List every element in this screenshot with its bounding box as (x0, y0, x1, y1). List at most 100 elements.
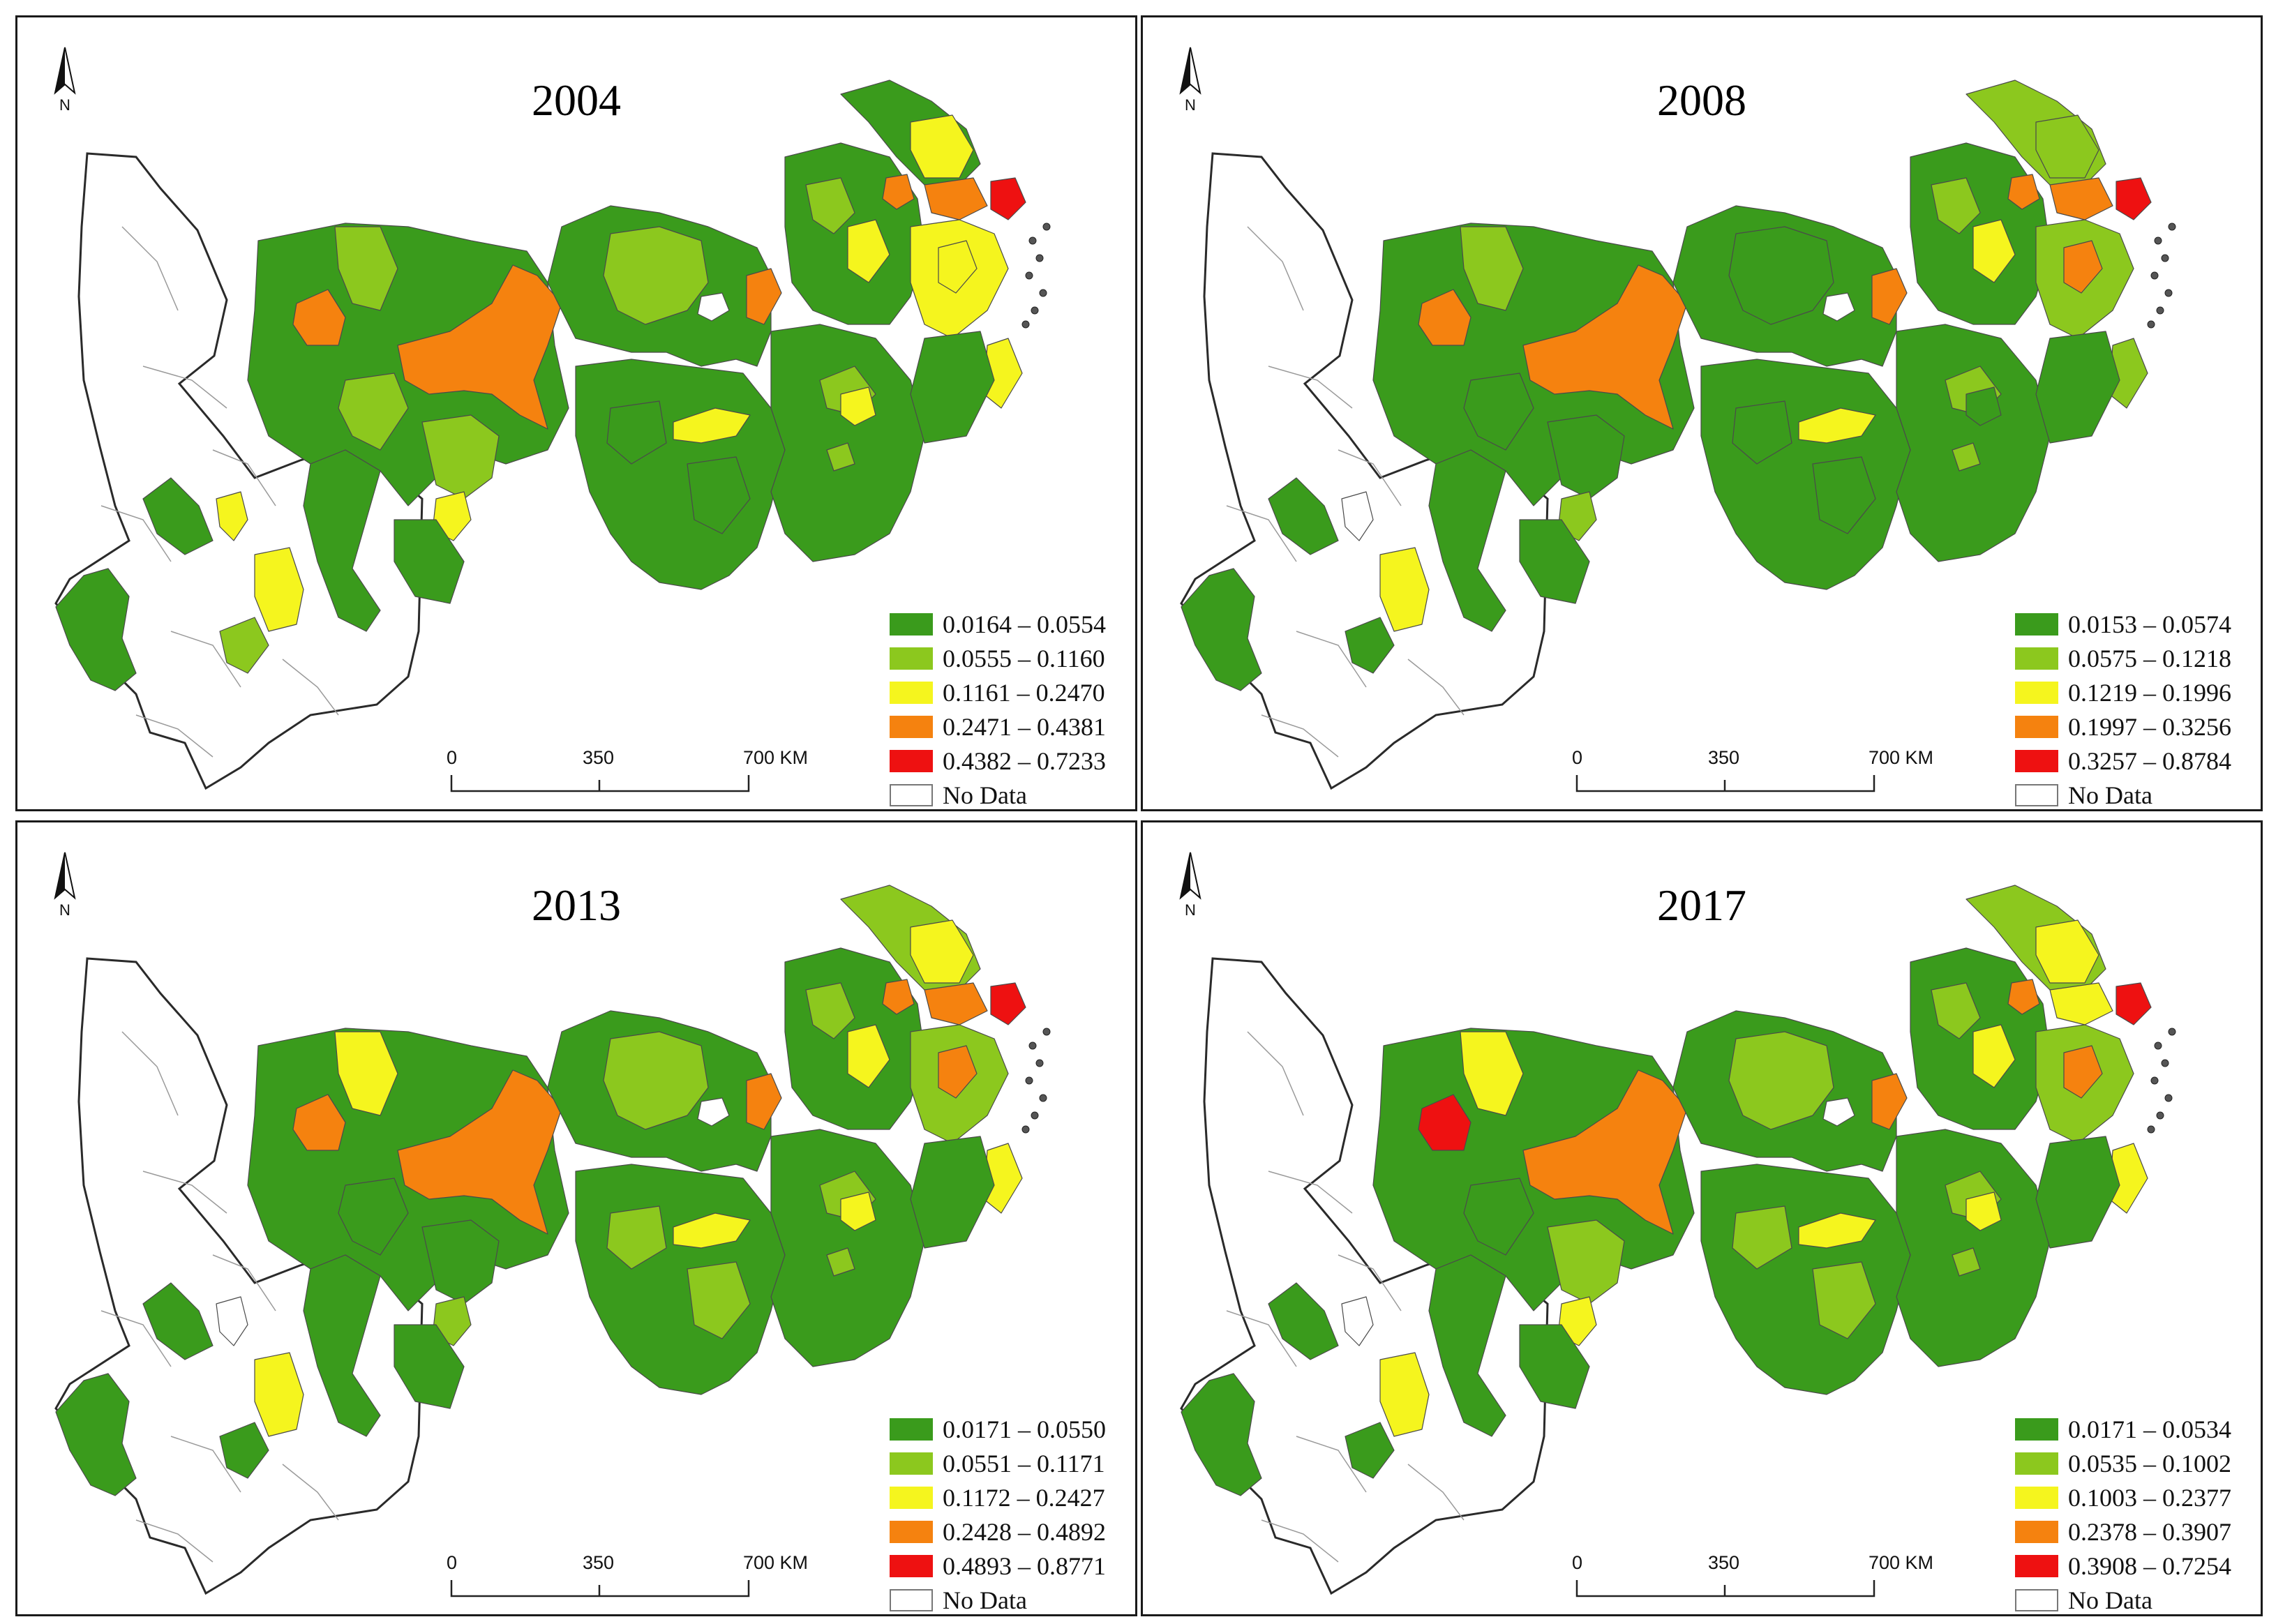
legend-item: No Data (2015, 778, 2231, 809)
island (2161, 1059, 2169, 1067)
map-region (606, 400, 667, 465)
legend-label: 0.0153 – 0.0574 (2068, 610, 2231, 638)
province-boundary (282, 1464, 339, 1521)
scale-tick-label: 700 KM (1869, 1552, 1934, 1573)
map-region (2035, 331, 2120, 444)
island (2147, 320, 2155, 329)
map-region (1952, 442, 1981, 472)
map-region (606, 1205, 667, 1270)
north-arrow-icon: N (1169, 849, 1211, 919)
map-region (1732, 400, 1792, 465)
map-region (2049, 982, 2113, 1025)
legend-label: No Data (2068, 781, 2152, 809)
map-region (421, 1219, 500, 1305)
legend-swatch (890, 749, 933, 772)
legend-swatch (2015, 1486, 2058, 1509)
scale-bar: 0 350 700 KM (447, 747, 808, 803)
province-boundary (1226, 1310, 1297, 1367)
legend-swatch (2015, 647, 2058, 670)
choropleth-map (1180, 885, 2176, 1595)
province-boundary (282, 659, 339, 716)
scale-tick-label: 0 (447, 1552, 458, 1573)
legend-item: 0.4893 – 0.8771 (890, 1549, 1106, 1583)
island (1025, 271, 1033, 280)
legend-swatch (2015, 1452, 2058, 1475)
map-region (142, 477, 214, 555)
map-region (1341, 491, 1374, 541)
province-boundary (1407, 1464, 1465, 1521)
island (1021, 1125, 1030, 1134)
legend-label: 0.0171 – 0.0534 (2068, 1415, 2231, 1443)
north-arrow-icon: N (44, 44, 86, 114)
legend-item: 0.0171 – 0.0534 (2015, 1412, 2231, 1446)
map-region (1822, 1097, 1855, 1127)
island (2150, 271, 2159, 280)
legend: 0.0153 – 0.0574 0.0575 – 0.1218 0.1219 – 0… (2015, 607, 2231, 809)
map-region (1341, 1296, 1374, 1346)
province-boundary (121, 226, 179, 311)
province-boundary (1261, 714, 1339, 758)
province-boundary (100, 505, 172, 562)
map-region (394, 519, 465, 604)
island-group (1021, 1028, 1051, 1134)
island (1025, 1076, 1033, 1085)
legend-swatch (2015, 681, 2058, 704)
legend-label: No Data (943, 781, 1027, 809)
map-region (990, 982, 1026, 1025)
map-region (924, 982, 988, 1025)
legend-item: 0.1219 – 0.1996 (2015, 675, 2231, 709)
legend-item: 0.0555 – 0.1160 (890, 641, 1106, 675)
map-region (2049, 177, 2113, 220)
legend-item: 0.3908 – 0.7254 (2015, 1549, 2231, 1583)
map-region (805, 982, 855, 1039)
map-region (1952, 1247, 1981, 1277)
map-region (882, 174, 915, 210)
island (2147, 1125, 2155, 1134)
province-boundary (135, 714, 214, 758)
map-region (55, 1373, 137, 1496)
province-boundary (121, 1031, 179, 1116)
province-boundary (212, 449, 276, 506)
map-region (1181, 568, 1262, 691)
choropleth-map (1180, 80, 2176, 790)
map-region (603, 1031, 709, 1130)
legend-label: 0.1997 – 0.3256 (2068, 712, 2231, 741)
island (2154, 236, 2162, 245)
scale-tick-label: 350 (583, 747, 615, 768)
legend-label: 0.0575 – 0.1218 (2068, 644, 2231, 672)
map-region (1345, 617, 1395, 674)
legend-item: 0.0164 – 0.0554 (890, 607, 1106, 641)
scale-bar: 0 350 700 KM (1572, 1552, 1933, 1608)
legend-swatch (2015, 1554, 2058, 1577)
island (1031, 306, 1039, 315)
province-boundary (170, 631, 241, 688)
map-region (938, 240, 978, 294)
map-region (697, 1097, 730, 1127)
map-region (1931, 982, 1981, 1039)
map-region (397, 1069, 562, 1235)
legend-item: 0.3257 – 0.8784 (2015, 744, 2231, 778)
map-region (805, 177, 855, 234)
legend-item: 0.4382 – 0.7233 (890, 744, 1106, 778)
map-region (910, 1136, 995, 1249)
map-region (292, 1094, 346, 1151)
legend-label: No Data (2068, 1586, 2152, 1614)
map-region (55, 568, 137, 691)
island (1035, 1059, 1044, 1067)
legend-label: 0.0164 – 0.0554 (943, 610, 1106, 638)
map-region (303, 1254, 381, 1437)
legend-swatch (890, 1588, 933, 1611)
scale-bar: 0 350 700 KM (447, 1552, 808, 1608)
map-panel-2013: 2013 N 0.0171 – 0.0550 0.0551 – 0.1171 0.1… (15, 820, 1137, 1616)
province-boundary (1247, 226, 1304, 311)
map-region (254, 547, 304, 632)
map-region (397, 264, 562, 430)
province-boundary (170, 1436, 241, 1493)
province-boundary (1268, 366, 1353, 409)
map-region (1522, 264, 1688, 430)
map-region (1519, 1324, 1590, 1409)
map-region (1972, 1024, 2016, 1088)
choropleth-map (54, 80, 1051, 790)
map-region (292, 289, 346, 346)
province-boundary (142, 1171, 227, 1214)
